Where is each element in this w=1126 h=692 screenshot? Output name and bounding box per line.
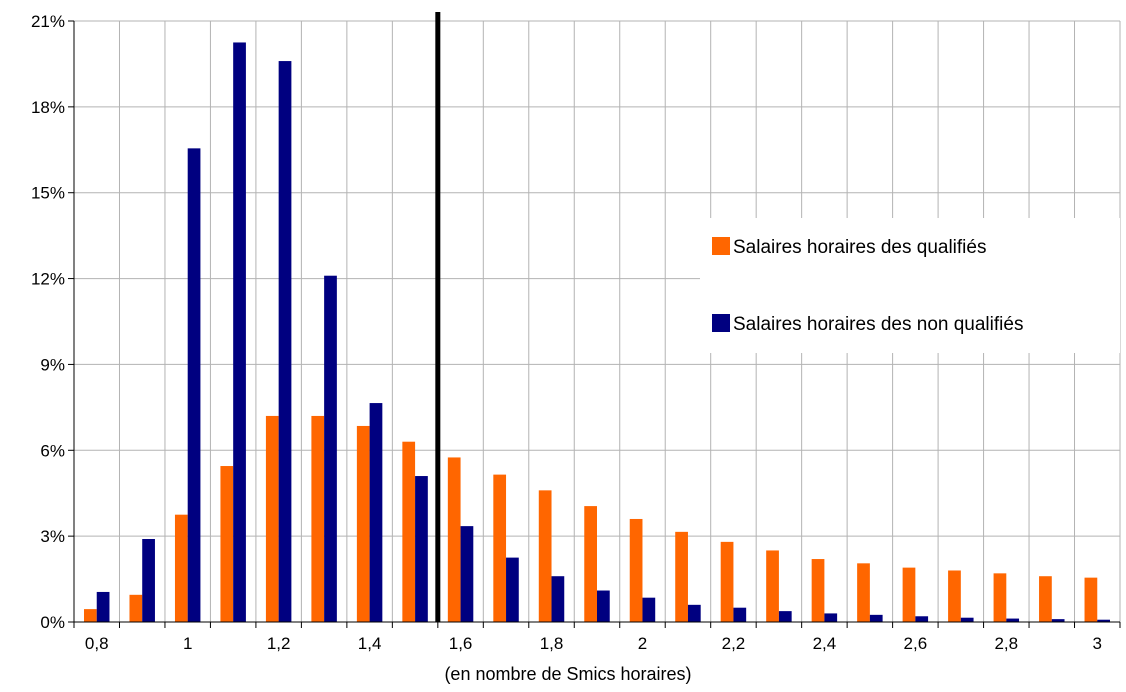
bar-non-qualifies [506,557,519,622]
bar-non-qualifies [551,576,565,622]
bar-non-qualifies [278,61,292,623]
bar-non-qualifies [915,616,929,622]
bar-qualifies [402,441,416,622]
bar-qualifies [84,609,97,622]
bar-qualifies [220,466,234,622]
legend-swatch-non-qualifies [712,314,730,332]
bar-qualifies [538,490,552,622]
bar-non-qualifies [733,607,747,622]
bar-qualifies [1039,576,1052,622]
x-tick-label: 2,8 [994,634,1018,653]
bar-non-qualifies [1051,619,1065,622]
bar-non-qualifies [1097,619,1110,622]
bar-qualifies [311,415,325,622]
x-tick-label: 1,6 [449,634,473,653]
bar-non-qualifies [687,604,701,622]
y-tick-label: 0% [40,613,65,632]
y-tick-label: 18% [31,98,65,117]
bar-non-qualifies [96,591,110,622]
bar-non-qualifies [460,526,474,622]
bar-non-qualifies [1006,618,1020,622]
x-tick-label: 2 [638,634,647,653]
legend-label-non-qualifies: Salaires horaires des non qualifiés [733,314,1023,335]
bar-qualifies [948,570,961,622]
bar-qualifies [675,531,688,622]
bar-non-qualifies [369,403,383,622]
legend-box [700,218,1120,353]
x-tick-label: 3 [1093,634,1102,653]
bar-qualifies [811,559,825,622]
bar-qualifies [493,474,507,622]
bar-qualifies [1084,577,1098,622]
bar-qualifies [720,541,734,622]
bar-qualifies [584,506,597,622]
y-tick-label: 9% [40,355,65,374]
y-tick-label: 21% [31,12,65,31]
x-tick-label: 2,6 [904,634,928,653]
bar-qualifies [902,567,916,622]
bar-qualifies [447,457,461,622]
bar-qualifies [629,518,643,622]
x-tick-label: 1 [183,634,192,653]
bar-non-qualifies [869,614,883,622]
legend-layer: Salaires horaires des qualifiés Salaires … [700,218,1120,353]
bar-non-qualifies [597,590,610,622]
bar-non-qualifies [415,476,428,622]
x-tick-label: 1,4 [358,634,382,653]
bar-non-qualifies [960,617,974,622]
bar-qualifies [129,594,143,622]
bar-qualifies [857,563,870,622]
bar-qualifies [174,514,188,622]
bar-qualifies [265,415,279,622]
bar-non-qualifies [824,613,838,622]
legend-swatch-qualifies [712,237,730,255]
bar-qualifies [766,550,779,622]
x-tick-label: 2,4 [813,634,837,653]
x-tick-label: 1,8 [540,634,564,653]
bar-non-qualifies [142,539,155,622]
x-tick-label: 0,8 [85,634,109,653]
bar-non-qualifies [324,275,337,622]
bar-non-qualifies [233,42,246,622]
y-tick-label: 6% [40,441,65,460]
y-tick-label: 15% [31,184,65,203]
x-tick-label: 1,2 [267,634,291,653]
bars-layer [84,42,1110,623]
bar-non-qualifies [187,148,201,622]
y-tick-label: 3% [40,527,65,546]
bar-qualifies [356,425,370,622]
bar-non-qualifies [778,611,792,622]
x-axis-title: (en nombre de Smics horaires) [444,664,691,684]
x-tick-label: 2,2 [722,634,746,653]
axis-layer: 0% 3% 6% 9% 12% 15% 18% 21% 0,8 1 1,2 1,4 1,6 1,8 2 2,2… [31,12,1121,653]
legend-label-qualifies: Salaires horaires des qualifiés [733,237,986,258]
bar-qualifies [993,573,1007,622]
bar-non-qualifies [642,597,656,622]
y-tick-label: 12% [31,270,65,289]
